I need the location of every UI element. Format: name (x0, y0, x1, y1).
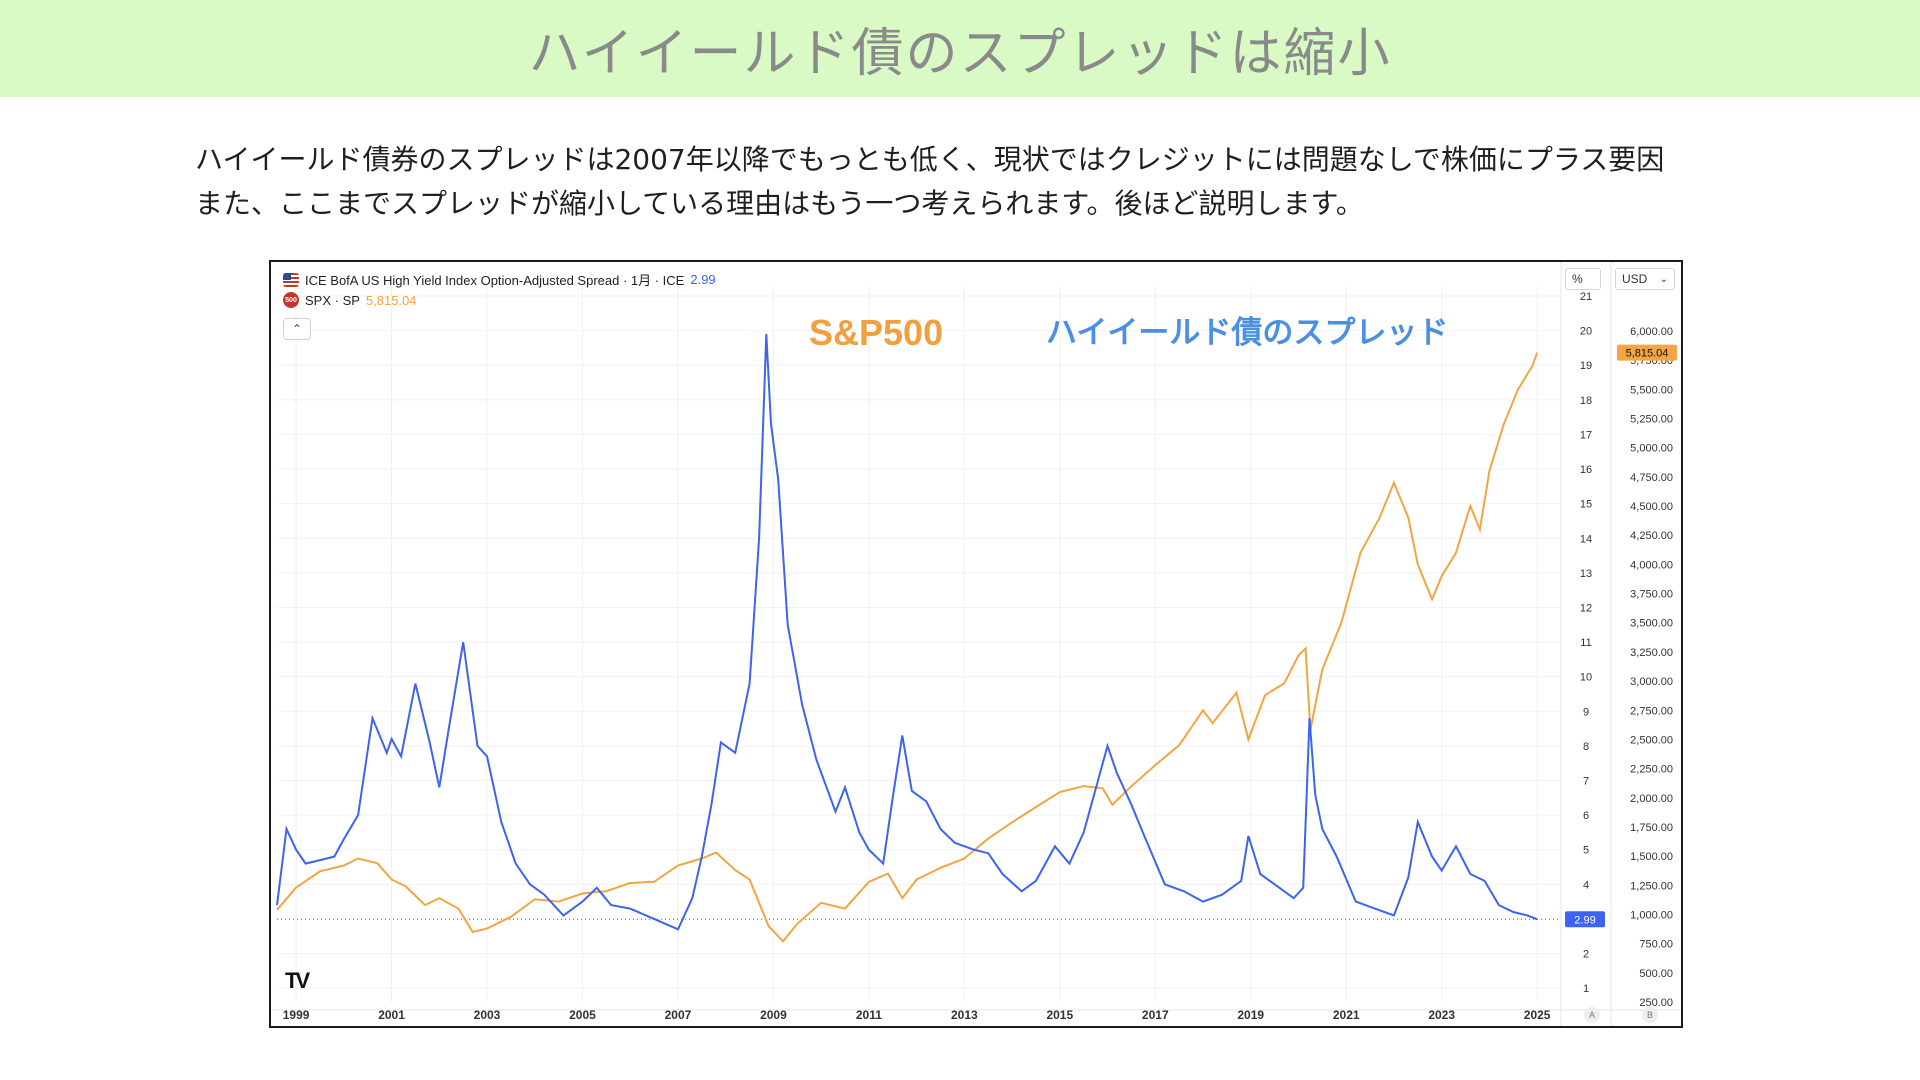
right-tick-label: 250.00 (1639, 997, 1673, 1009)
chart-canvas[interactable]: 123456789101112131415161718192021 250.00… (271, 262, 1681, 1026)
legend-spx-value: 5,815.04 (365, 292, 417, 308)
description-paragraph: ハイイールド債券のスプレッドは2007年以降でもっとも低く、現状ではクレジットに… (195, 138, 1795, 226)
x-tick-label: 2023 (1428, 1008, 1455, 1022)
left-tick-label: 1 (1583, 983, 1589, 995)
right-tick-label: 2,250.00 (1630, 764, 1673, 776)
chevron-down-icon: ⌄ (1659, 273, 1668, 285)
right-unit-selector[interactable]: USD ⌄ (1615, 268, 1675, 290)
x-tick-label: 2005 (569, 1008, 596, 1022)
collapse-legend-button[interactable]: ⌃ (283, 318, 311, 340)
right-tick-label: 2,000.00 (1630, 793, 1673, 805)
x-tick-label: 1999 (283, 1008, 310, 1022)
spread-series-line (276, 334, 1538, 931)
left-tick-label: 21 (1580, 291, 1592, 303)
annotation-spx: S&P500 (809, 312, 943, 353)
legend-spx[interactable]: 500 SPX · SP 5,815.04 (283, 292, 417, 308)
legend-spx-label: SPX · SP (305, 292, 360, 308)
spx-last-badge-text: 5,815.04 (1626, 348, 1669, 360)
auto-scale-button[interactable]: A (1584, 1007, 1600, 1023)
x-tick-label: 2015 (1046, 1008, 1073, 1022)
spx-logo-icon: 500 (283, 292, 299, 308)
legend-spread[interactable]: ICE BofA US High Yield Index Option-Adju… (283, 270, 716, 289)
paragraph-line-2: また、ここまでスプレッドが縮小している理由はもう一つ考えられます。後ほど説明しま… (195, 187, 1364, 220)
spx-last-badge (1617, 344, 1677, 361)
x-tick-label: 2007 (665, 1008, 692, 1022)
x-tick-label: 2009 (760, 1008, 787, 1022)
x-tick-label: 2019 (1237, 1008, 1264, 1022)
right-tick-label: 4,750.00 (1630, 472, 1673, 484)
left-tick-label: 8 (1583, 741, 1589, 753)
right-tick-label: 2,750.00 (1630, 705, 1673, 717)
left-tick-label: 5 (1583, 845, 1589, 857)
right-unit-label: USD (1622, 272, 1648, 286)
right-tick-label: 5,500.00 (1630, 384, 1673, 396)
right-tick-label: 1,500.00 (1630, 851, 1673, 863)
right-tick-label: 1,250.00 (1630, 880, 1673, 892)
left-tick-label: 20 (1580, 326, 1592, 338)
left-tick-label: 9 (1583, 706, 1589, 718)
right-tick-label: 1,000.00 (1630, 909, 1673, 921)
left-tick-label: 14 (1580, 533, 1592, 545)
x-tick-label: 2001 (378, 1008, 405, 1022)
left-tick-label: 11 (1580, 637, 1591, 649)
annotation-spread: ハイイールド債のスプレッド (1046, 315, 1448, 350)
title-banner: ハイイールド債のスプレッドは縮小 (0, 0, 1920, 97)
left-tick-label: 10 (1580, 672, 1592, 684)
x-tick-label: 2017 (1142, 1008, 1169, 1022)
x-tick-label: 2011 (856, 1008, 882, 1022)
left-unit-selector[interactable]: % (1565, 268, 1601, 290)
left-tick-label: 19 (1580, 360, 1592, 372)
right-tick-label: 5,250.00 (1630, 414, 1673, 426)
x-tick-label: 2013 (951, 1008, 978, 1022)
x-tick-label: 2021 (1333, 1008, 1360, 1022)
right-tick-label: 3,000.00 (1630, 676, 1673, 688)
right-tick-label: 4,000.00 (1630, 559, 1673, 571)
left-tick-label: 13 (1580, 568, 1592, 580)
us-flag-icon (283, 272, 299, 287)
chart-panel[interactable]: 123456789101112131415161718192021 250.00… (269, 260, 1683, 1028)
legend-spread-label: ICE BofA US High Yield Index Option-Adju… (305, 273, 685, 288)
left-unit-label: % (1572, 272, 1583, 286)
right-tick-label: 1,750.00 (1630, 822, 1673, 834)
right-tick-label: 6,000.00 (1630, 326, 1673, 338)
left-tick-label: 18 (1580, 395, 1592, 407)
left-tick-label: 17 (1580, 429, 1592, 441)
settings-scale-button[interactable]: B (1642, 1007, 1658, 1023)
paragraph-line-1: ハイイールド債券のスプレッドは2007年以降でもっとも低く、現状ではクレジットに… (195, 143, 1665, 176)
right-tick-label: 5,000.00 (1630, 443, 1673, 455)
right-tick-label: 3,250.00 (1630, 647, 1673, 659)
left-tick-label: 2 (1583, 949, 1589, 961)
right-tick-label: 4,500.00 (1630, 501, 1673, 513)
right-tick-label: 500.00 (1639, 968, 1673, 980)
spx-series-line (276, 352, 1539, 943)
x-tick-label: 2025 (1524, 1008, 1551, 1022)
left-tick-label: 6 (1583, 810, 1589, 822)
left-tick-label: 7 (1583, 776, 1589, 788)
spread-last-badge (1565, 911, 1605, 928)
right-tick-label: 3,750.00 (1630, 589, 1673, 601)
right-tick-label: 4,250.00 (1630, 530, 1673, 542)
left-tick-label: 4 (1583, 879, 1589, 891)
tradingview-logo-icon[interactable]: TV (285, 968, 310, 993)
right-tick-label: 2,500.00 (1630, 734, 1673, 746)
chevron-up-icon: ⌃ (291, 322, 303, 336)
page-title: ハイイールド債のスプレッドは縮小 (528, 24, 1392, 84)
spread-last-badge-text: 2.99 (1574, 914, 1595, 926)
x-tick-label: 2003 (474, 1008, 501, 1022)
right-tick-label: 750.00 (1639, 939, 1673, 951)
left-tick-label: 12 (1580, 602, 1592, 614)
left-tick-label: 15 (1580, 499, 1592, 511)
right-tick-label: 3,500.00 (1630, 618, 1673, 630)
left-tick-label: 16 (1580, 464, 1592, 476)
legend-spread-value: 2.99 (690, 272, 716, 287)
